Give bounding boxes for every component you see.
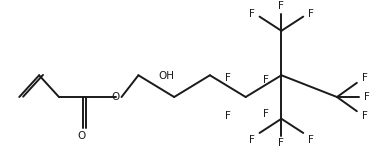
Text: O: O — [111, 92, 120, 102]
Text: OH: OH — [158, 71, 174, 81]
Text: F: F — [249, 135, 254, 145]
Text: F: F — [308, 135, 314, 145]
Text: F: F — [278, 138, 284, 148]
Text: F: F — [263, 109, 269, 119]
Text: F: F — [364, 92, 370, 102]
Text: F: F — [249, 9, 254, 19]
Text: O: O — [78, 131, 86, 141]
Text: F: F — [278, 1, 284, 11]
Text: F: F — [362, 111, 368, 121]
Text: F: F — [225, 111, 231, 121]
Text: F: F — [308, 9, 314, 19]
Text: F: F — [362, 73, 368, 83]
Text: F: F — [263, 75, 269, 85]
Text: F: F — [225, 73, 231, 83]
